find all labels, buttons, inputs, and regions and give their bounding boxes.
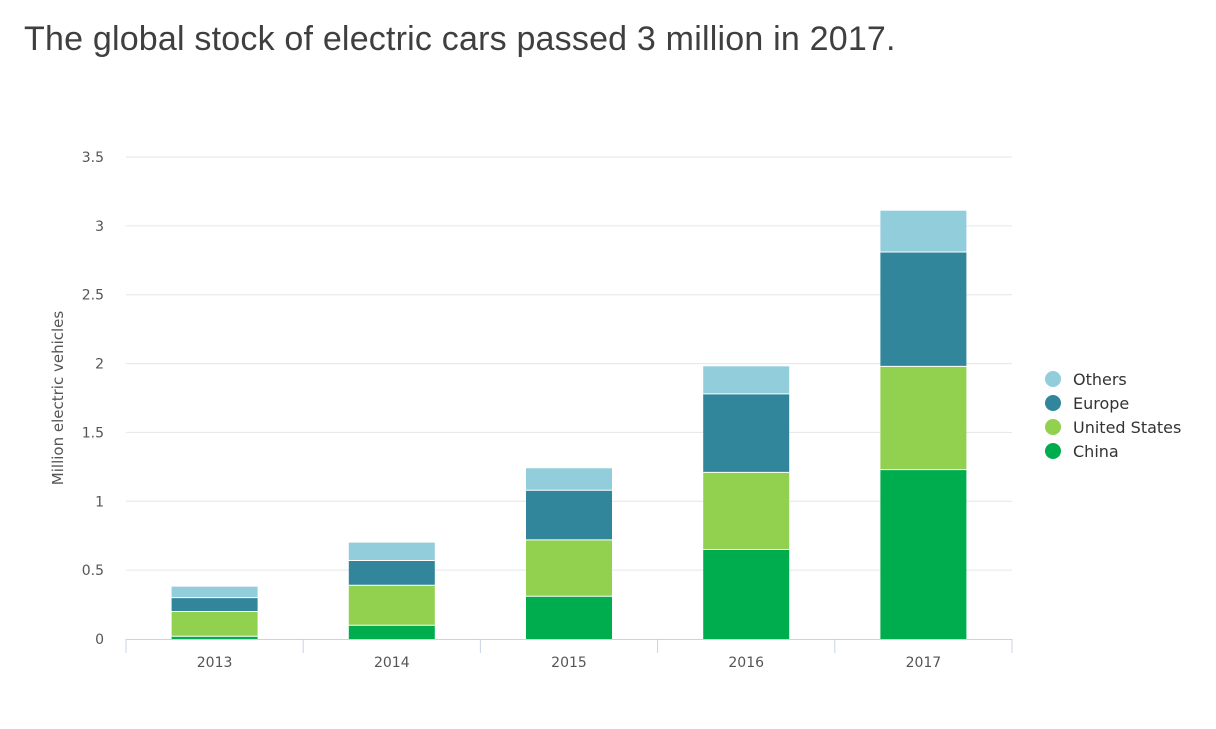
legend-swatch: [1045, 419, 1061, 435]
y-tick-label: 3: [95, 219, 104, 235]
bar-united-states-2015[interactable]: [526, 539, 612, 597]
bar-europe-2015[interactable]: [526, 490, 612, 540]
x-axis: 2013 2014 2015 2016 2017: [125, 639, 1013, 671]
bar-united-states-2017[interactable]: [880, 366, 967, 470]
bar-others-2013[interactable]: [171, 586, 258, 598]
legend-label: Europe: [1073, 394, 1129, 413]
bar-china-2016[interactable]: [703, 549, 790, 639]
y-tick-label: 2: [95, 357, 104, 373]
bar-others-2016[interactable]: [703, 366, 790, 394]
x-tick-label: 2016: [728, 655, 764, 671]
x-tick-label: 2014: [374, 655, 410, 671]
legend-swatch: [1045, 443, 1061, 459]
x-tick-label: 2017: [906, 655, 942, 671]
y-tick-label: 0.5: [82, 563, 104, 579]
bar-china-2014[interactable]: [348, 625, 435, 639]
legend-swatch: [1045, 395, 1061, 411]
bar-others-2014[interactable]: [348, 542, 435, 561]
y-tick-label: 1.5: [82, 425, 104, 441]
y-tick-label: 2.5: [82, 288, 104, 304]
bar-united-states-2014[interactable]: [348, 585, 435, 626]
bar-china-2017[interactable]: [880, 469, 967, 639]
legend-label: Others: [1073, 370, 1127, 389]
y-tick-label: 3.5: [82, 150, 104, 166]
bar-china-2013[interactable]: [171, 636, 258, 639]
x-tick-label: 2015: [551, 655, 587, 671]
legend-item-others[interactable]: Others: [1045, 370, 1127, 389]
bar-europe-2016[interactable]: [703, 393, 790, 473]
y-axis-ticks: 0 0.5 1 1.5 2 2.5 3 3.5: [82, 150, 104, 648]
y-tick-label: 1: [95, 494, 104, 510]
legend-item-china[interactable]: China: [1045, 442, 1119, 461]
bar-united-states-2013[interactable]: [171, 611, 258, 637]
bar-china-2015[interactable]: [526, 596, 612, 639]
x-tick-label: 2013: [197, 655, 233, 671]
bar-united-states-2016[interactable]: [703, 472, 790, 550]
y-tick-label: 0: [95, 632, 104, 648]
bar-europe-2013[interactable]: [171, 597, 258, 612]
legend-item-europe[interactable]: Europe: [1045, 394, 1129, 413]
legend[interactable]: Others Europe United States China: [1045, 370, 1181, 461]
bar-others-2017[interactable]: [880, 210, 967, 253]
chart-title: The global stock of electric cars passed…: [24, 20, 896, 58]
bar-europe-2014[interactable]: [348, 560, 435, 586]
legend-label: China: [1073, 442, 1119, 461]
bar-others-2015[interactable]: [526, 468, 612, 491]
legend-label: United States: [1073, 418, 1181, 437]
y-axis-label: Million electric vehicles: [49, 311, 67, 486]
legend-swatch: [1045, 371, 1061, 387]
bar-europe-2017[interactable]: [880, 252, 967, 367]
bars: [171, 210, 967, 639]
legend-item-united-states[interactable]: United States: [1045, 418, 1181, 437]
